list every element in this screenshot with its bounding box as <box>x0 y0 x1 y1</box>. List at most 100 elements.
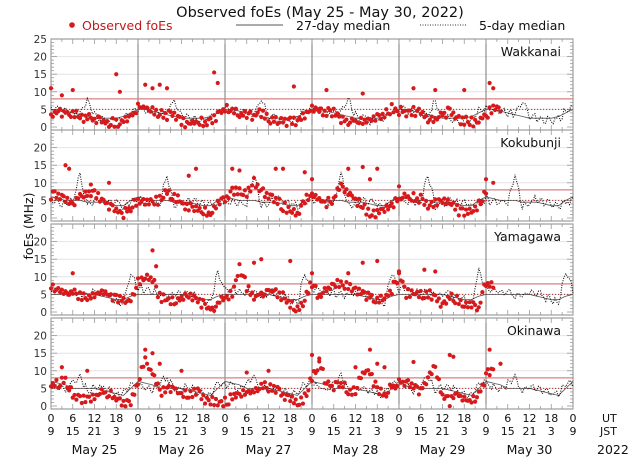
observed-point <box>366 290 371 295</box>
observed-point <box>433 364 438 369</box>
observed-point <box>456 113 461 119</box>
x-tick-label-jst: 21 <box>88 425 102 438</box>
observed-point <box>242 275 248 280</box>
observed-point <box>213 118 219 124</box>
x-tick-label-ut: 0 <box>309 412 316 425</box>
x-tick-label-jst: 15 <box>414 425 428 438</box>
observed-point <box>434 203 440 208</box>
x-tick-label-jst: 21 <box>262 425 276 438</box>
observed-point <box>222 199 228 205</box>
observed-point <box>416 295 422 300</box>
observed-point <box>143 276 148 281</box>
observed-point <box>59 114 64 119</box>
observed-point <box>273 390 278 395</box>
observed-point <box>487 284 492 289</box>
observed-point <box>367 347 373 352</box>
observed-point <box>293 309 298 314</box>
x-tick-label-jst: 21 <box>175 425 189 438</box>
x-tick-label-ut: 6 <box>330 412 337 425</box>
observed-point <box>244 194 249 199</box>
x-tick-label-ut: 0 <box>483 412 490 425</box>
observed-point <box>295 304 300 309</box>
observed-point <box>409 288 414 293</box>
observed-point <box>164 117 170 122</box>
observed-point <box>199 305 204 310</box>
observed-point <box>48 286 54 291</box>
observed-point <box>224 293 229 298</box>
x-tick-label-jst: 15 <box>240 425 254 438</box>
observed-point <box>474 395 480 400</box>
x-tick-label-ut: 12 <box>175 412 189 425</box>
observed-point <box>445 197 451 202</box>
observed-point <box>262 116 267 121</box>
observed-point <box>233 395 238 400</box>
y-tick-label: 10 <box>34 272 47 284</box>
observed-point <box>271 383 277 389</box>
observed-point <box>338 120 344 126</box>
x-axis: 0 6 12 18 0 6 12 18 0 6 12 18 0 6 12 18 0 6 12 18 0 6 12 18 09 15… <box>48 412 629 457</box>
observed-point <box>157 112 162 117</box>
observed-point <box>63 163 68 168</box>
y-tick-label: 5 <box>40 104 47 116</box>
observed-point <box>326 195 331 200</box>
observed-point <box>108 292 113 297</box>
observed-point <box>114 117 119 122</box>
observed-point <box>154 194 159 199</box>
observed-point <box>302 201 307 206</box>
observed-point <box>97 391 103 397</box>
observed-point <box>299 300 304 305</box>
observed-point <box>212 308 217 313</box>
observed-point <box>81 291 86 296</box>
observed-point <box>360 205 365 210</box>
observed-point <box>380 206 385 211</box>
observed-point <box>255 182 260 187</box>
observed-point <box>436 377 441 382</box>
observed-point <box>364 212 369 217</box>
observed-point <box>271 119 277 124</box>
observed-point <box>465 305 470 310</box>
observed-point <box>427 117 432 122</box>
observed-point <box>79 400 84 406</box>
x-tick-label-ut: 12 <box>523 412 537 425</box>
y-tick-label: 5 <box>40 289 47 301</box>
station-label: Wakkanai <box>501 44 561 59</box>
observed-point <box>404 114 409 119</box>
observed-point <box>161 195 166 200</box>
y-tick-label: 20 <box>34 143 47 155</box>
observed-point <box>337 284 342 290</box>
observed-point <box>328 286 333 292</box>
x-tick-label-ut: 0 <box>396 412 403 425</box>
observed-point <box>268 121 273 126</box>
observed-point <box>195 300 200 305</box>
observed-point <box>126 206 132 211</box>
observed-point <box>355 292 360 297</box>
observed-point <box>125 119 130 124</box>
x-tick-label-jst: 3 <box>113 425 120 438</box>
observed-point <box>237 168 242 173</box>
panel-kokubunji: 0 5 10 15 20 Kokubunji <box>34 129 574 225</box>
observed-point <box>121 119 126 125</box>
observed-point <box>335 380 340 385</box>
observed-point <box>482 383 487 388</box>
observed-point <box>353 365 358 370</box>
observed-point <box>425 295 431 300</box>
observed-point <box>166 296 171 301</box>
observed-point <box>465 211 470 216</box>
observed-point <box>409 381 414 386</box>
observed-point <box>378 386 383 391</box>
observed-point <box>424 382 429 387</box>
observed-point <box>63 199 68 205</box>
observed-point <box>268 382 273 387</box>
observed-point <box>86 293 92 298</box>
observed-point <box>463 114 469 119</box>
observed-point <box>103 289 108 294</box>
observed-point <box>150 86 155 91</box>
observed-point <box>208 116 213 121</box>
observed-point <box>244 370 249 375</box>
observed-point <box>90 392 95 397</box>
x-tick-label-ut: 6 <box>417 412 424 425</box>
observed-point <box>384 203 389 208</box>
date-label: May 30 <box>507 442 553 457</box>
observed-point <box>282 397 287 403</box>
observed-point <box>344 117 349 122</box>
